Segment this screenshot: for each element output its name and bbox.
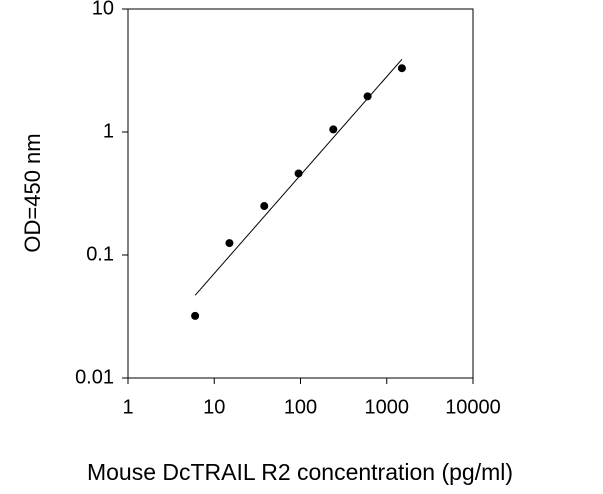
- data-point: [225, 239, 234, 248]
- x-tick-label: 100: [284, 396, 317, 418]
- x-tick-label: 1000: [365, 396, 410, 418]
- fit-line: [194, 58, 403, 296]
- data-point: [191, 311, 200, 320]
- data-point: [363, 92, 372, 101]
- data-point: [260, 202, 269, 211]
- data-point: [329, 125, 338, 134]
- plot-frame: [127, 8, 474, 379]
- y-tick-label: 10: [92, 0, 114, 19]
- x-tick-label: 10000: [445, 396, 501, 418]
- x-tick-label: 1: [122, 396, 133, 418]
- y-axis-label: OD=450 nm: [20, 133, 45, 252]
- x-tick-label: 10: [203, 396, 225, 418]
- y-tick-label: 0.01: [75, 366, 114, 388]
- y-tick-label: 1: [103, 120, 114, 142]
- data-point: [397, 64, 406, 73]
- x-axis-label: Mouse DcTRAIL R2 concentration (pg/ml): [87, 459, 513, 485]
- y-tick-label: 0.1: [86, 243, 114, 265]
